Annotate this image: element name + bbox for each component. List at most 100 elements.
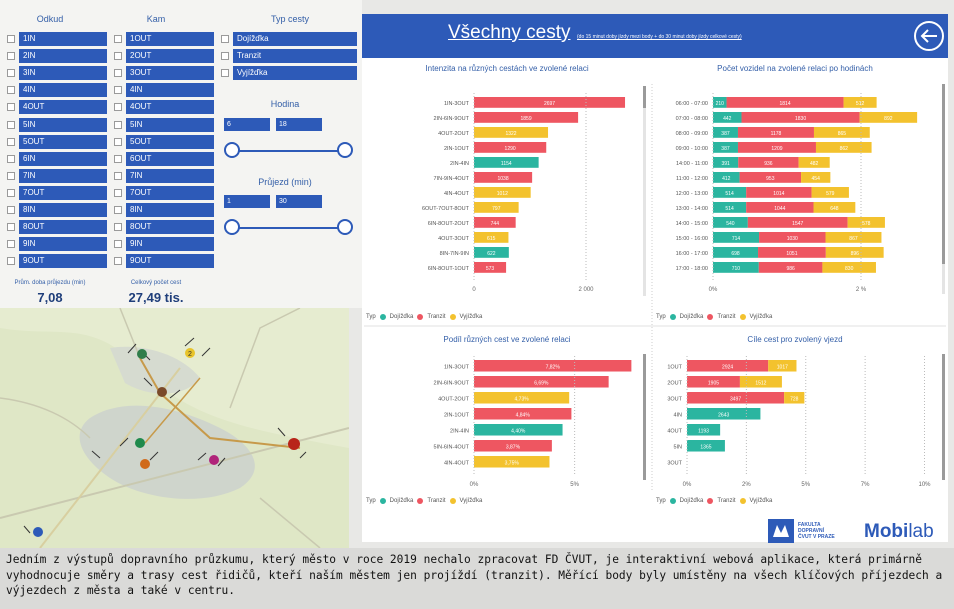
odkud-item[interactable]: 9IN xyxy=(19,237,107,252)
hodina-slider-min-handle[interactable] xyxy=(224,142,240,158)
odkud-item[interactable]: 5IN xyxy=(19,117,107,132)
legend-prefix: Typ xyxy=(366,498,376,504)
odkud-checkbox[interactable] xyxy=(7,206,15,214)
hodina-slider-track[interactable] xyxy=(232,150,344,152)
typ-cesty-item[interactable]: Dojížďka xyxy=(233,32,357,46)
odkud-item[interactable]: 8IN xyxy=(19,203,107,217)
kam-checkbox[interactable] xyxy=(114,120,122,129)
odkud-item[interactable]: 2IN xyxy=(19,49,107,64)
odkud-item[interactable]: 7OUT xyxy=(19,185,107,200)
arrow-left-icon xyxy=(920,29,937,43)
map-canvas[interactable]: 2 xyxy=(0,308,349,548)
typ-cesty-title: Typ cesty xyxy=(270,14,309,24)
legend-dojizdka: Dojížďka xyxy=(679,314,704,320)
kam-checkbox[interactable] xyxy=(114,223,122,232)
odkud-item[interactable]: 4OUT xyxy=(19,100,107,115)
odkud-checkbox[interactable] xyxy=(7,52,15,61)
kam-checkbox[interactable] xyxy=(114,154,122,163)
kam-item[interactable]: 2OUT xyxy=(126,49,214,64)
odkud-checkbox[interactable] xyxy=(7,154,15,163)
cvut-lion-icon xyxy=(768,519,794,543)
kam-item[interactable]: 6OUT xyxy=(126,151,214,166)
prujezd-to-input[interactable]: 30 xyxy=(276,195,322,208)
odkud-item[interactable]: 8OUT xyxy=(19,220,107,235)
chart4-scrollbar[interactable] xyxy=(942,354,945,480)
typ-cesty-checkbox[interactable] xyxy=(221,52,229,61)
kam-item[interactable]: 9OUT xyxy=(126,254,214,269)
kam-item[interactable]: 4OUT xyxy=(126,100,214,115)
prujezd-slider-max-handle[interactable] xyxy=(337,219,353,235)
odkud-checkbox[interactable] xyxy=(7,171,15,180)
odkud-checkbox[interactable] xyxy=(7,188,15,197)
odkud-item[interactable]: 6IN xyxy=(19,151,107,166)
kam-item[interactable]: 7IN xyxy=(126,168,214,183)
kam-checkbox[interactable] xyxy=(114,206,122,214)
hodina-to-input[interactable]: 18 xyxy=(276,118,322,131)
caption-box: Jedním z výstupů dopravního průzkumu, kt… xyxy=(0,548,954,609)
legend-dot-vyjizdka xyxy=(739,498,746,504)
prujezd-slider-track[interactable] xyxy=(232,227,344,229)
mobilab-logo: Mobilab xyxy=(864,521,934,543)
odkud-item[interactable]: 3IN xyxy=(19,66,107,81)
odkud-checkbox[interactable] xyxy=(7,35,15,43)
back-button[interactable] xyxy=(914,21,944,51)
chart3-scrollbar[interactable] xyxy=(643,354,646,480)
kam-checkbox[interactable] xyxy=(114,171,122,180)
chart2-scrollbar[interactable] xyxy=(942,84,945,294)
typ-cesty-item[interactable]: Vyjížďka xyxy=(233,66,357,81)
caption-text: Jedním z výstupů dopravního průzkumu, kt… xyxy=(6,553,943,597)
odkud-checkbox[interactable] xyxy=(7,223,15,232)
legend-tranzit: Tranzit xyxy=(427,314,446,320)
odkud-checkbox[interactable] xyxy=(7,86,15,95)
hodina-from-input[interactable]: 6 xyxy=(224,118,270,131)
kam-checkbox[interactable] xyxy=(114,69,122,78)
kam-checkbox[interactable] xyxy=(114,137,122,146)
map-marker[interactable] xyxy=(33,527,43,537)
typ-cesty-item[interactable]: Tranzit xyxy=(233,49,357,64)
prujezd-from-input[interactable]: 1 xyxy=(224,195,270,208)
kam-checkbox[interactable] xyxy=(114,240,122,249)
kam-checkbox[interactable] xyxy=(114,188,122,197)
kam-item[interactable]: 8OUT xyxy=(126,220,214,235)
hodina-slider-max-handle[interactable] xyxy=(337,142,353,158)
chart1-title: Intenzita na různých cestách ve zvolené … xyxy=(425,64,589,73)
odkud-item[interactable]: 7IN xyxy=(19,168,107,183)
map-marker[interactable] xyxy=(185,348,195,358)
kam-item[interactable]: 9IN xyxy=(126,237,214,252)
kam-checkbox[interactable] xyxy=(114,103,122,112)
kam-checkbox[interactable] xyxy=(114,35,122,43)
chart1-scrollbar[interactable] xyxy=(643,86,646,296)
legend-bottom-right: Typ Dojížďka Tranzit Vyjížďka xyxy=(656,498,772,504)
kam-item[interactable]: 1OUT xyxy=(126,32,214,46)
odkud-checkbox[interactable] xyxy=(7,69,15,78)
prujezd-slider-min-handle[interactable] xyxy=(224,219,240,235)
odkud-item[interactable]: 5OUT xyxy=(19,134,107,149)
kam-checkbox[interactable] xyxy=(114,86,122,95)
kam-item[interactable]: 7OUT xyxy=(126,185,214,200)
kam-item[interactable]: 3OUT xyxy=(126,66,214,81)
odkud-checkbox[interactable] xyxy=(7,103,15,112)
legend-tranzit: Tranzit xyxy=(717,498,736,504)
odkud-checkbox[interactable] xyxy=(7,120,15,129)
kam-item[interactable]: 8IN xyxy=(126,203,214,217)
map-marker[interactable] xyxy=(137,349,147,359)
kam-item[interactable]: 5IN xyxy=(126,117,214,132)
kam-item[interactable]: 5OUT xyxy=(126,134,214,149)
typ-cesty-checkbox[interactable] xyxy=(221,35,229,43)
odkud-item[interactable]: 4IN xyxy=(19,83,107,98)
map-marker[interactable] xyxy=(288,438,300,450)
kam-checkbox[interactable] xyxy=(114,52,122,61)
kam-item[interactable]: 4IN xyxy=(126,83,214,98)
typ-cesty-checkbox[interactable] xyxy=(221,69,229,78)
odkud-checkbox[interactable] xyxy=(7,257,15,266)
odkud-item[interactable]: 9OUT xyxy=(19,254,107,269)
map-marker[interactable] xyxy=(135,438,145,448)
map-marker[interactable] xyxy=(209,455,219,465)
map-marker[interactable] xyxy=(157,387,167,397)
odkud-item[interactable]: 1IN xyxy=(19,32,107,46)
kam-checkbox[interactable] xyxy=(114,257,122,266)
map-panel[interactable]: 2 xyxy=(0,308,349,548)
map-marker[interactable] xyxy=(140,459,150,469)
odkud-checkbox[interactable] xyxy=(7,240,15,249)
odkud-checkbox[interactable] xyxy=(7,137,15,146)
